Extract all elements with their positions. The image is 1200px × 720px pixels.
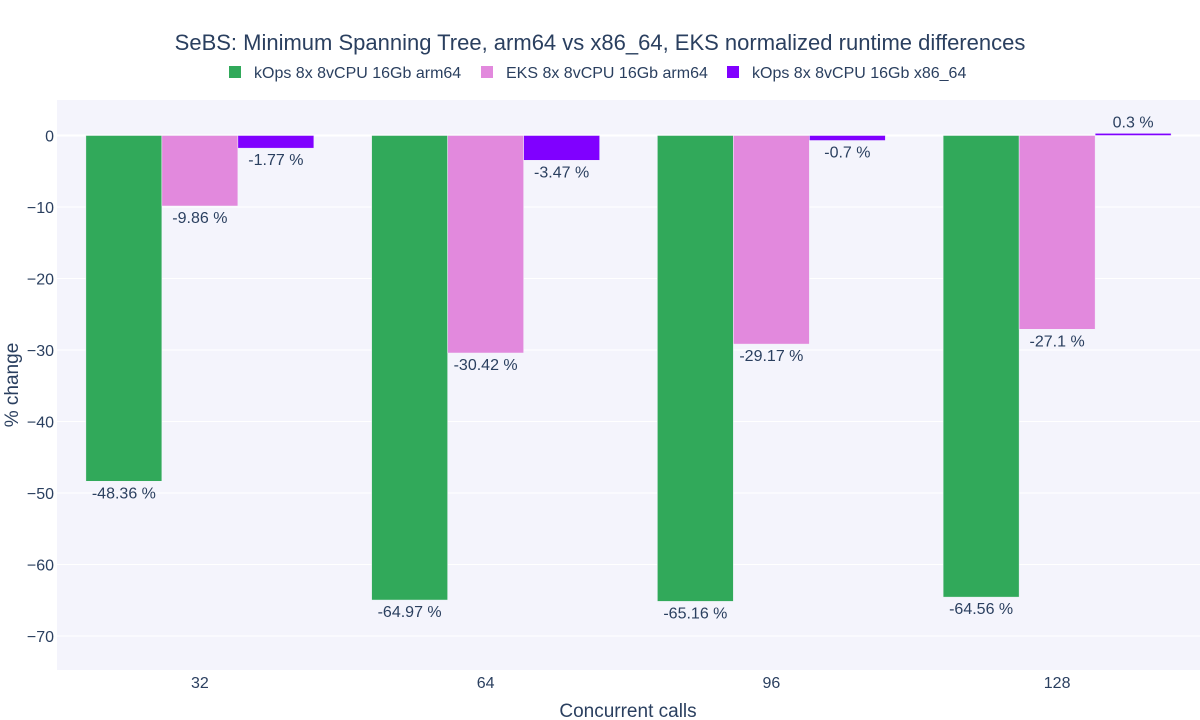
y-axis-ticks: 0 −10 −20 −30 −40 −50 −60 −70 — [27, 129, 54, 647]
bar — [161, 135, 239, 207]
bar — [523, 135, 600, 161]
bar-value-label: -27.1 % — [1030, 333, 1085, 350]
bar-value-label: -64.56 % — [949, 601, 1013, 618]
bar-value-label: 0.3 % — [1113, 114, 1154, 131]
y-tick-label: −70 — [27, 629, 54, 646]
legend-label: EKS 8x 8vCPU 16Gb arm64 — [506, 65, 708, 82]
bar — [657, 135, 734, 602]
bar-value-label: -29.17 % — [739, 348, 803, 365]
bar — [809, 135, 886, 141]
y-tick-label: −50 — [27, 486, 54, 503]
legend-swatch — [727, 66, 739, 78]
x-tick-label: 128 — [1044, 675, 1071, 692]
legend: kOps 8x 8vCPU 16Gb arm64 EKS 8x 8vCPU 16G… — [229, 65, 966, 82]
y-axis-title: % change — [2, 343, 23, 428]
bar — [371, 135, 448, 601]
bar-value-label: -1.77 % — [248, 152, 303, 169]
x-tick-label: 64 — [477, 675, 495, 692]
legend-item[interactable]: kOps 8x 8vCPU 16Gb x86_64 — [727, 65, 966, 82]
legend-item[interactable]: EKS 8x 8vCPU 16Gb arm64 — [481, 65, 708, 82]
bars — [85, 133, 1172, 602]
bar — [1018, 135, 1096, 330]
bar-value-label: -65.16 % — [663, 605, 727, 622]
bar-value-label: -64.97 % — [378, 604, 442, 621]
bar-value-label: -3.47 % — [534, 164, 589, 181]
bar-value-label: -0.7 % — [824, 145, 870, 162]
x-axis-title: Concurrent calls — [559, 701, 696, 720]
bar — [733, 135, 810, 345]
y-tick-label: −40 — [27, 415, 54, 432]
legend-item[interactable]: kOps 8x 8vCPU 16Gb arm64 — [229, 65, 461, 82]
y-tick-label: −30 — [27, 343, 54, 360]
x-tick-label: 96 — [762, 675, 780, 692]
legend-label: kOps 8x 8vCPU 16Gb arm64 — [254, 65, 461, 82]
x-axis-ticks: 32 64 96 128 — [191, 675, 1071, 692]
bar — [1094, 133, 1172, 136]
bar — [942, 135, 1020, 598]
legend-swatch — [481, 66, 493, 78]
legend-label: kOps 8x 8vCPU 16Gb x86_64 — [752, 65, 966, 82]
y-tick-label: −10 — [27, 200, 54, 217]
bar — [85, 135, 163, 482]
chart-title: SeBS: Minimum Spanning Tree, arm64 vs x8… — [175, 30, 1026, 55]
y-tick-label: −20 — [27, 272, 54, 289]
legend-swatch — [229, 66, 241, 78]
bar-value-label: -9.86 % — [172, 210, 227, 227]
bar — [237, 135, 315, 149]
y-tick-label: 0 — [45, 129, 54, 146]
bar-labels: -48.36 % -9.86 % -1.77 % -64.97 % -30.42 % -3… — [92, 114, 1154, 622]
bar-value-label: -48.36 % — [92, 485, 156, 502]
y-tick-label: −60 — [27, 558, 54, 575]
bar — [447, 135, 524, 354]
x-tick-label: 32 — [191, 675, 209, 692]
bar-value-label: -30.42 % — [454, 357, 518, 374]
